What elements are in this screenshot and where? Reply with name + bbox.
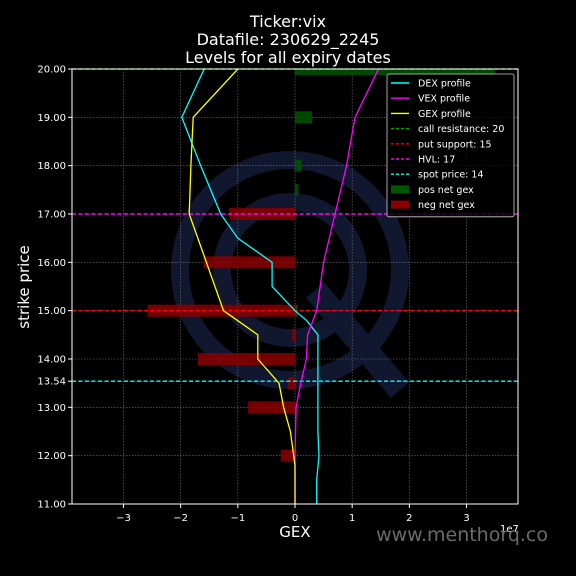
- chart-title-line-1: Ticker:vix: [249, 12, 327, 31]
- x-tick-label: −1: [230, 513, 245, 524]
- legend-label: pos net gex: [418, 185, 474, 196]
- legend-label: HVL: 17: [418, 155, 455, 166]
- x-scale-label: 1e7: [500, 524, 519, 535]
- pos-net-gex-bar: [295, 111, 313, 124]
- pos-net-gex-bar: [295, 183, 299, 196]
- x-tick-label: −3: [116, 513, 131, 524]
- neg-net-gex-bar: [203, 256, 295, 269]
- legend-label: GEX profile: [418, 109, 471, 120]
- legend-label: VEX profile: [418, 94, 470, 105]
- profile-lines: [181, 69, 380, 504]
- y-tick-label: 11.00: [37, 500, 66, 511]
- legend-label: spot price: 14: [418, 170, 484, 181]
- y-tick-label: 14.00: [37, 355, 66, 366]
- y-tick-label: 19.00: [37, 113, 66, 124]
- x-axis-ticks: −3 −2 −1 0 1 2 3: [116, 504, 470, 524]
- pos-net-gex-bar: [295, 69, 496, 75]
- x-tick-label: 0: [292, 513, 298, 524]
- x-tick-label: 3: [463, 513, 469, 524]
- y-axis-ticks: 11.00 12.00 13.00 13.54 14.00 15.00 16.00 17.00…: [37, 65, 72, 511]
- y-tick-label: 16.00: [37, 258, 66, 269]
- chart-title-line-3: Levels for all expiry dates: [185, 48, 391, 67]
- neg-net-gex-bar: [248, 401, 295, 414]
- neg-net-gex-bar: [147, 304, 295, 317]
- y-axis-label: strike price: [15, 245, 33, 329]
- series-line: [294, 69, 380, 504]
- chart-title-line-2: Datafile: 230629_2245: [196, 30, 380, 49]
- pos-net-gex-bar: [295, 159, 302, 172]
- legend-box: [386, 73, 515, 218]
- neg-net-gex-bar: [197, 353, 295, 365]
- x-axis-label: GEX: [279, 523, 310, 541]
- series-line: [188, 69, 296, 504]
- x-tick-label: 2: [406, 513, 412, 524]
- y-tick-label: 20.00: [37, 65, 66, 76]
- series-line: [181, 69, 320, 504]
- legend-label: neg net gex: [418, 200, 475, 211]
- neg-net-gex-bar: [288, 377, 295, 390]
- y-tick-label: 13.00: [37, 403, 66, 414]
- y-tick-label: 13.54: [37, 377, 66, 388]
- watermark-text: www.menthorq.co: [376, 524, 548, 546]
- y-tick-label: 15.00: [37, 306, 66, 317]
- legend-label: DEX profile: [418, 79, 471, 90]
- neg-net-gex-bar: [280, 449, 295, 462]
- y-tick-label: 18.00: [37, 161, 66, 172]
- y-tick-label: 17.00: [37, 210, 66, 221]
- x-tick-label: 1: [349, 513, 355, 524]
- neg-net-gex-bar: [292, 328, 295, 341]
- y-tick-label: 12.00: [37, 451, 66, 462]
- legend-swatch: [391, 200, 409, 209]
- x-tick-label: −2: [173, 513, 188, 524]
- legend: DEX profile VEX profile GEX profile call re…: [386, 73, 515, 218]
- legend-label: put support: 15: [418, 139, 492, 150]
- legend-swatch: [391, 185, 409, 194]
- legend-label: call resistance: 20: [418, 124, 504, 135]
